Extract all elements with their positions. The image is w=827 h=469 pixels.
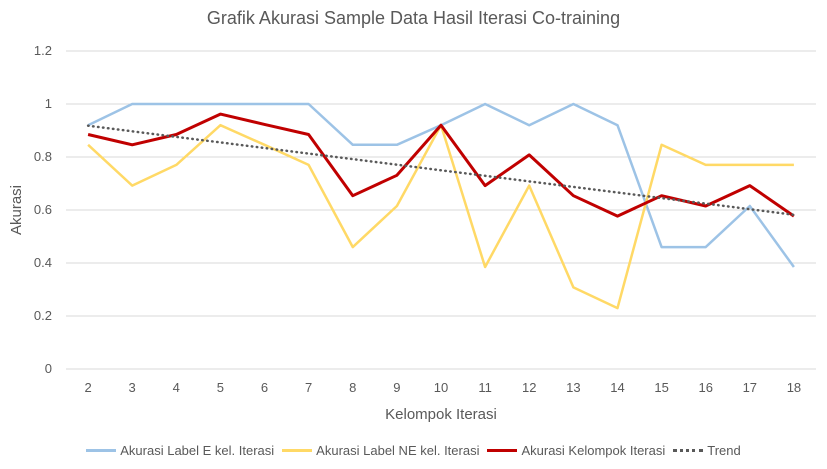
legend-item: Akurasi Label NE kel. Iterasi xyxy=(282,443,479,458)
series-line-3 xyxy=(87,112,795,218)
legend-label: Akurasi Kelompok Iterasi xyxy=(521,442,666,458)
legend-label: Akurasi Label NE kel. Iterasi xyxy=(316,442,480,458)
line-chart: 0 0.2 0.4 0.6 0.8 1 1.2 2 3 4 5 6 7 8 9 10 11 12 13 14 15 16… xyxy=(8,43,816,423)
gridlines xyxy=(66,50,816,370)
x-tick-label: 10 xyxy=(434,380,448,395)
y-axis-title: Akurasi xyxy=(8,185,25,235)
x-tick-label: 17 xyxy=(743,380,757,395)
y-tick-label: 0.2 xyxy=(34,308,52,323)
y-tick-labels: 0 0.2 0.4 0.6 0.8 1 1.2 xyxy=(34,43,52,376)
x-tick-label: 16 xyxy=(698,380,712,395)
x-axis-title: Kelompok Iterasi xyxy=(385,406,497,423)
legend-label: Akurasi Label E kel. Iterasi xyxy=(120,442,275,458)
x-tick-label: 15 xyxy=(654,380,668,395)
y-tick-label: 1.2 xyxy=(34,43,52,58)
x-tick-label: 13 xyxy=(566,380,580,395)
x-tick-label: 5 xyxy=(217,380,224,395)
legend-swatch xyxy=(487,448,518,452)
x-tick-labels: 2 3 4 5 6 7 8 9 10 11 12 13 14 15 16 17 18 xyxy=(84,380,801,395)
chart-title: Grafik Akurasi Sample Data Hasil Iterasi… xyxy=(206,8,621,28)
x-tick-label: 18 xyxy=(787,380,801,395)
legend-swatch xyxy=(282,448,313,452)
legend-swatch xyxy=(86,448,117,452)
legend: Akurasi Label E kel. Iterasi Akurasi Labe… xyxy=(0,440,827,460)
y-tick-label: 0.4 xyxy=(34,255,52,270)
x-tick-label: 3 xyxy=(129,380,136,395)
y-tick-label: 0.8 xyxy=(34,149,52,164)
x-tick-label: 9 xyxy=(393,380,400,395)
series-line-2 xyxy=(87,123,794,310)
legend-item: Akurasi Label E kel. Iterasi xyxy=(86,443,274,458)
legend-item: Akurasi Kelompok Iterasi xyxy=(487,443,665,458)
series-lines xyxy=(86,102,796,310)
series-line-4 xyxy=(86,124,796,217)
y-tick-label: 0.6 xyxy=(34,202,52,217)
legend-swatch xyxy=(673,448,704,452)
y-tick-label: 1 xyxy=(45,96,52,111)
x-tick-label: 7 xyxy=(305,380,312,395)
x-tick-label: 8 xyxy=(349,380,356,395)
x-tick-label: 14 xyxy=(610,380,624,395)
x-tick-label: 2 xyxy=(84,380,91,395)
x-tick-label: 4 xyxy=(173,380,180,395)
x-tick-label: 12 xyxy=(522,380,536,395)
x-tick-label: 11 xyxy=(478,380,492,395)
legend-label: Trend xyxy=(707,442,741,458)
legend-item: Trend xyxy=(673,442,741,458)
x-tick-label: 6 xyxy=(261,380,268,395)
y-tick-label: 0 xyxy=(45,361,52,376)
